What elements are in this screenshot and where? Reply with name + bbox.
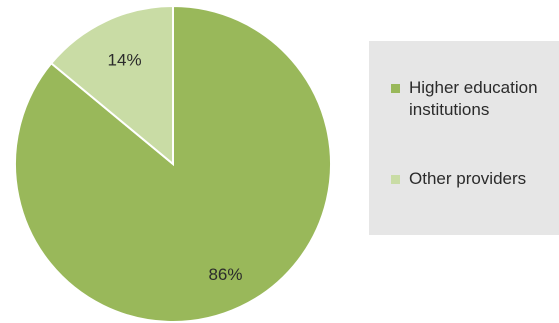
pie-data-labels: 86% 14%	[108, 51, 243, 284]
legend-label-other-providers: Other providers	[409, 169, 527, 188]
legend: Higher education institutions Other prov…	[369, 41, 559, 235]
legend-item-higher-education: Higher education institutions	[391, 77, 549, 121]
legend-label-higher-education: Higher education institutions	[409, 78, 538, 119]
pie-slices	[14, 4, 332, 323]
legend-item-other-providers: Other providers	[391, 168, 549, 190]
data-label-other-providers: 14%	[108, 51, 142, 70]
data-label-higher-education: 86%	[208, 265, 242, 284]
legend-swatch-higher-education	[391, 84, 400, 93]
pie-slice-other-providers	[49, 4, 174, 167]
legend-swatch-other-providers	[391, 175, 400, 184]
